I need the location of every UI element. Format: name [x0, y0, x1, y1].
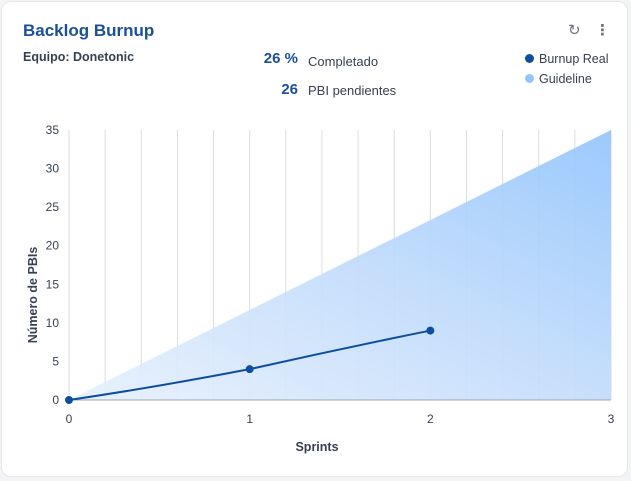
x-tick-label: 0 [66, 412, 73, 426]
y-axis-label: Número de PBIs [26, 247, 40, 344]
burnup-real-point [245, 365, 254, 374]
widget-title: Backlog Burnup [23, 21, 155, 40]
legend-burnup-real: Burnup Real [525, 52, 609, 66]
pending-count: 26 [281, 81, 298, 98]
team-label: Equipo: Donetonic [23, 50, 135, 64]
y-tick-label: 5 [52, 354, 59, 368]
y-tick-label: 10 [46, 316, 60, 330]
legend-burnup-real-label: Burnup Real [539, 52, 609, 66]
burnup-real-point [426, 326, 435, 335]
x-tick-label: 3 [608, 412, 615, 426]
burnup-real-point [65, 396, 73, 404]
legend-guideline-dot [525, 74, 534, 83]
y-tick-label: 25 [46, 200, 60, 214]
completed-label: Completado [308, 54, 379, 69]
legend-burnup-real-dot [525, 54, 534, 63]
y-tick-label: 20 [46, 239, 60, 253]
y-tick-label: 30 [46, 162, 60, 176]
completed-percent: 26 % [263, 50, 298, 67]
y-tick-label: 35 [46, 123, 60, 137]
refresh-icon[interactable]: ↻ [568, 22, 581, 39]
y-tick-label: 0 [52, 393, 59, 407]
guideline-area [69, 130, 611, 400]
x-tick-label: 2 [427, 412, 434, 426]
pending-label: PBI pendientes [308, 83, 397, 98]
x-axis-label: Sprints [295, 440, 338, 454]
legend-guideline: Guideline [525, 72, 592, 86]
legend-guideline-label: Guideline [539, 72, 592, 86]
y-tick-label: 15 [46, 277, 60, 291]
x-tick-label: 1 [246, 412, 253, 426]
more-vertical-icon[interactable]: ⋮ [595, 22, 610, 39]
